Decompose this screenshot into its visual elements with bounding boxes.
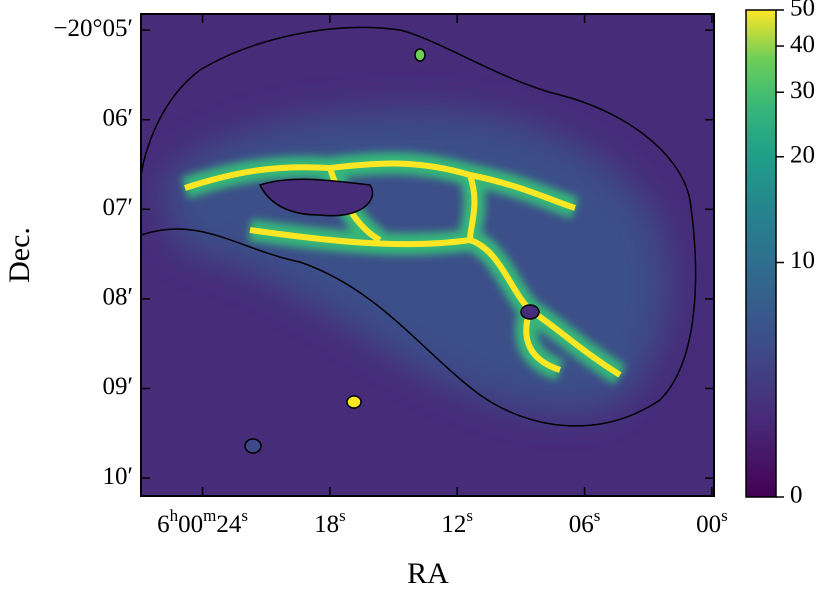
colorbar-tick-label: 50 [790, 0, 815, 22]
x-axis-label: RA [407, 557, 449, 590]
plot-frame [140, 13, 715, 497]
colorbar [745, 9, 777, 498]
image [141, 14, 714, 496]
colorbar-tick-label: 0 [790, 482, 803, 509]
colorbar-tick-label: 10 [790, 247, 815, 274]
x-tick-label: 00s [696, 506, 728, 538]
y-tick-label: 06′ [103, 104, 133, 131]
y-tick-label: 09′ [103, 373, 133, 400]
colorbar-tick-label: 40 [790, 31, 815, 58]
colorbar-tick-label: 20 [790, 141, 815, 168]
x-tick-label: 12s [441, 506, 473, 538]
x-tick-label: 06s [569, 506, 601, 538]
x-tick-label: 18s [314, 506, 346, 538]
y-tick-label: 08′ [103, 284, 133, 311]
y-tick-label: 07′ [103, 194, 133, 221]
y-tick-label: −20°05′ [53, 15, 133, 42]
colorbar-tick-label: 30 [790, 77, 815, 104]
y-tick-label: 10′ [103, 463, 133, 490]
y-axis-label: Dec. [3, 227, 36, 283]
x-tick-label: 6h00m24s [157, 506, 248, 538]
